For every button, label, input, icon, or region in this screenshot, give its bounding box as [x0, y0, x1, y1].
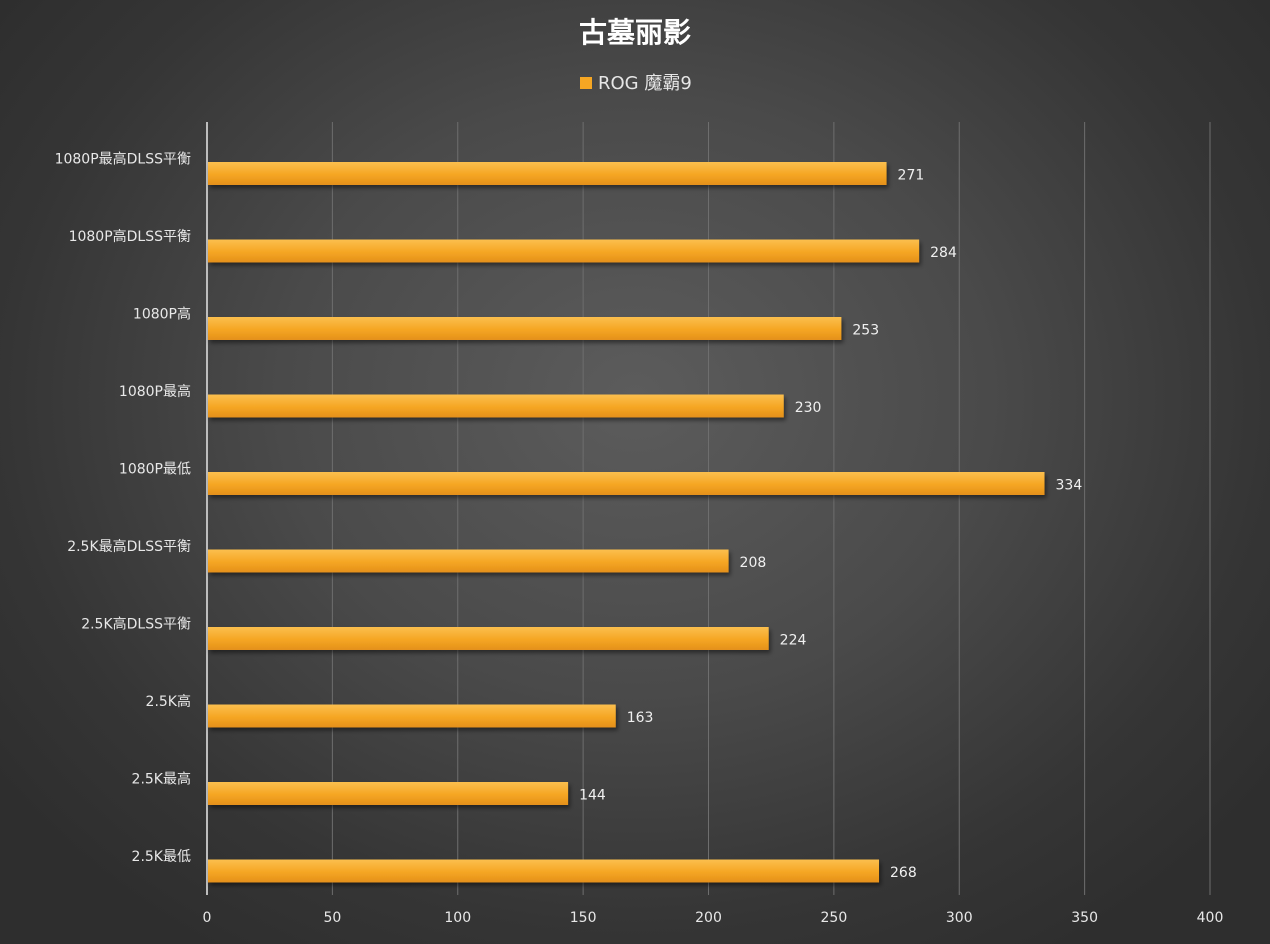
- data-label: 230: [795, 400, 822, 416]
- data-label: 268: [890, 865, 917, 881]
- data-label: 334: [1056, 478, 1083, 494]
- category-label: 1080P高DLSS平衡: [69, 228, 191, 245]
- category-label: 2.5K最低: [132, 849, 191, 865]
- labels: 0 50 100 150 200 250 300 350 400 1080P最高DLSS平衡 271…: [55, 151, 1224, 927]
- data-label: 163: [627, 710, 654, 726]
- category-label: 1080P最低: [119, 462, 191, 478]
- bar: [208, 782, 569, 805]
- x-tick-label: 300: [946, 910, 973, 926]
- legend-swatch: [580, 77, 592, 89]
- category-label: 2.5K最高DLSS平衡: [67, 538, 191, 555]
- bar: [208, 239, 920, 263]
- x-tick-label: 0: [203, 910, 212, 926]
- x-tick-label: 200: [695, 910, 722, 926]
- bar: [208, 859, 880, 883]
- x-tick-label: 150: [570, 910, 597, 926]
- legend: ROG 魔霸9: [580, 73, 692, 94]
- x-tick-label: 50: [323, 910, 341, 926]
- data-label: 224: [780, 633, 807, 649]
- x-tick-label: 400: [1197, 910, 1224, 926]
- bars: [208, 162, 1045, 883]
- bar: [208, 627, 769, 650]
- data-label: 144: [579, 788, 606, 804]
- grid: [206, 122, 1211, 895]
- bar: [208, 162, 887, 185]
- x-tick-label: 350: [1071, 910, 1098, 926]
- category-label: 1080P最高DLSS平衡: [55, 151, 191, 168]
- data-label: 284: [930, 245, 957, 261]
- bar: [208, 317, 842, 340]
- category-label: 1080P高: [133, 306, 191, 323]
- data-label: 253: [852, 323, 879, 339]
- bar: [208, 394, 784, 418]
- x-tick-label: 250: [821, 910, 848, 926]
- category-label: 1080P最高: [119, 383, 191, 400]
- category-label: 2.5K高: [146, 693, 191, 710]
- legend-entry: ROG 魔霸9: [598, 73, 692, 94]
- category-label: 2.5K最高: [132, 771, 191, 788]
- category-label: 2.5K高DLSS平衡: [81, 616, 191, 633]
- x-tick-label: 100: [444, 910, 471, 926]
- chart-title: 古墓丽影: [579, 16, 691, 49]
- bar: [208, 549, 729, 573]
- data-label: 208: [740, 555, 767, 571]
- bar: [208, 704, 616, 728]
- data-label: 271: [898, 168, 925, 184]
- bar: [208, 472, 1045, 495]
